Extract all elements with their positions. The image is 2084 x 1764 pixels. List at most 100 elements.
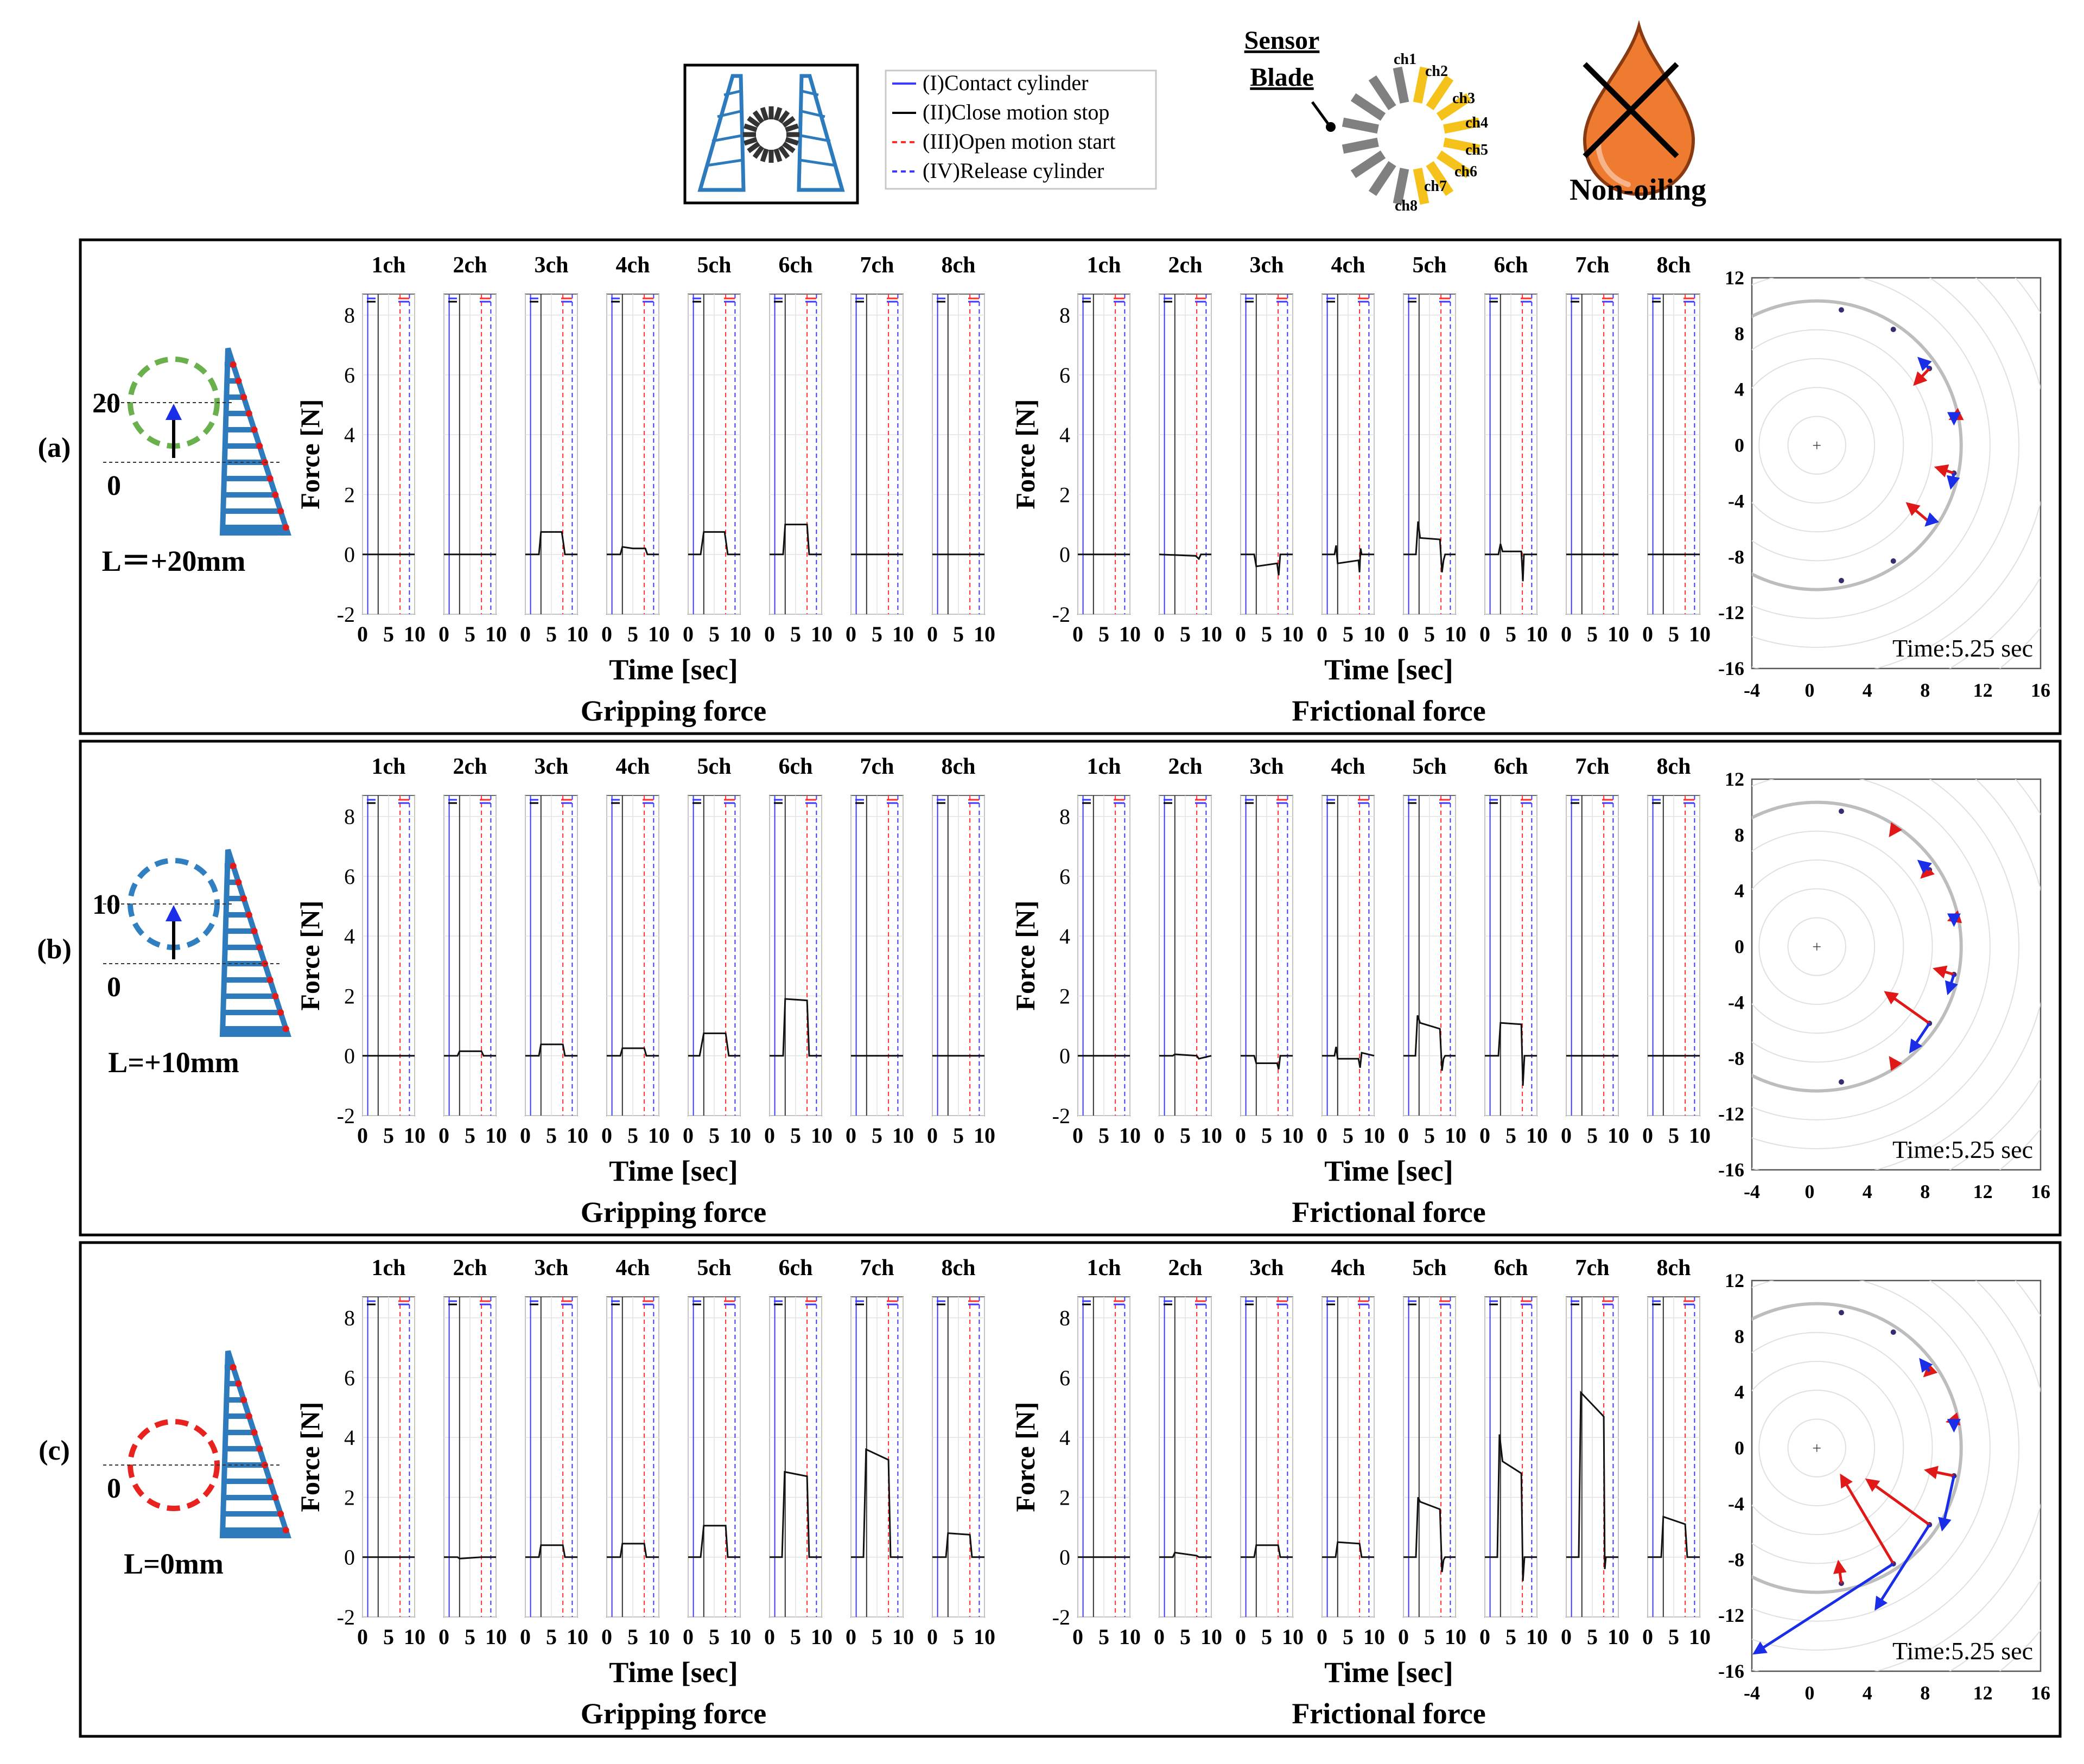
finger-sensor-dot: [235, 1380, 242, 1387]
series-line-3ch: [1241, 553, 1293, 576]
channel-title: 5ch: [1413, 253, 1447, 278]
channel-title: 6ch: [779, 253, 813, 278]
channel-title: 1ch: [372, 754, 406, 779]
finger-sensor-dot: [266, 475, 274, 482]
gripping-subplot-2ch: 2ch 0 5 10: [439, 1256, 507, 1649]
xtick-label: 10: [1200, 622, 1222, 646]
polar-ytick-label: -8: [1728, 546, 1744, 568]
frictional-subplot-6ch: 6ch 0 5 10: [1479, 253, 1548, 646]
gripping-subplot-1ch: 1ch 0 5 10: [357, 1256, 425, 1649]
channel-title: 8ch: [942, 1256, 976, 1281]
frictional-ytick-label: -2: [1052, 602, 1070, 627]
polar-ring: [1752, 278, 2019, 648]
channel-title: 2ch: [1168, 1256, 1203, 1281]
series-line-3ch: [1241, 1544, 1293, 1558]
gripping-subplot-5ch: 5ch 0 5 10: [683, 253, 751, 646]
xtick-label: 5: [465, 1123, 475, 1148]
polar-frame: [1751, 778, 2042, 1171]
gripping-ytick-label: 0: [344, 543, 355, 567]
frictional-subplot-3ch: 3ch 0 5 10: [1235, 1256, 1304, 1649]
xtick-label: 0: [1317, 1123, 1327, 1148]
polar-xtick-label: 8: [1920, 1181, 1930, 1202]
gripping-ytick-label: 0: [344, 1044, 355, 1068]
channel-title: 6ch: [779, 1256, 813, 1281]
xtick-label: 0: [1072, 1625, 1083, 1649]
polar-plot-0: + -4 0 4 8 12 16 -16 -12 -8 -4 0 4 8 12 Time:5.25 sec: [1718, 267, 2050, 701]
xtick-label: 10: [974, 1123, 995, 1148]
xtick-label: 0: [683, 1123, 694, 1148]
legend-label-2: (II)Close motion stop: [923, 100, 1109, 124]
polar-ring: [1752, 859, 1904, 1034]
offset-bottom-label: 0: [107, 470, 121, 501]
polar-time-text: Time:5.25 sec: [1892, 1136, 2033, 1163]
channel-title: 1ch: [372, 1256, 406, 1281]
frictional-subplot-6ch: 6ch 0 5 10: [1479, 754, 1548, 1148]
channel-title: 6ch: [1494, 253, 1528, 278]
gripping-subplot-5ch: 5ch 0 5 10: [683, 1256, 751, 1649]
frictional-force-vector: [1909, 1022, 1931, 1054]
frictional-xlabel: Time [sec]: [1324, 1656, 1453, 1689]
xtick-label: 0: [520, 1625, 531, 1649]
row-frame: [79, 238, 2062, 735]
xtick-label: 10: [1282, 1625, 1304, 1649]
series-line-5ch: [1403, 1496, 1456, 1572]
channel-title: 6ch: [1494, 754, 1528, 779]
polar-ring: [1787, 917, 1846, 976]
xtick-label: 0: [357, 622, 368, 646]
polar-xtick-label: -4: [1744, 1181, 1760, 1202]
xtick-label: 10: [811, 622, 833, 646]
finger-sensor-dot: [277, 508, 284, 514]
series-line-7ch: [1566, 1390, 1618, 1569]
xtick-label: 0: [1561, 1625, 1572, 1649]
xtick-label: 0: [1642, 1625, 1653, 1649]
xtick-label: 10: [729, 622, 751, 646]
offset-top-label: 20: [92, 388, 120, 419]
xtick-label: 0: [439, 622, 449, 646]
series-line-8ch: [1648, 1515, 1700, 1558]
polar-ytick-label: 0: [1734, 1437, 1744, 1459]
xtick-label: 5: [383, 1625, 394, 1649]
xtick-label: 5: [872, 1123, 882, 1148]
sensor-channel-label: ch7: [1424, 178, 1447, 195]
xtick-label: 0: [1561, 622, 1572, 646]
finger-sensor-dot: [256, 944, 263, 951]
finger-sensor-dot: [245, 1413, 252, 1419]
xtick-label: 10: [1282, 1123, 1304, 1148]
frictional-title: Frictional force: [1292, 1697, 1485, 1730]
frictional-subplot-8ch: 8ch 0 5 10: [1642, 253, 1711, 646]
frictional-title: Frictional force: [1292, 695, 1485, 727]
xtick-label: 0: [764, 1123, 775, 1148]
gripping-subplot-4ch: 4ch 0 5 10: [601, 1256, 670, 1649]
xtick-label: 5: [383, 1123, 394, 1148]
channel-title: 3ch: [1250, 754, 1284, 779]
finger-sensor-dot: [251, 426, 258, 433]
gripping-force-vector: [1923, 1466, 1954, 1479]
polar-ytick-label: -4: [1728, 991, 1744, 1013]
xtick-label: 5: [790, 1123, 801, 1148]
finger-outline: [219, 849, 291, 1037]
gripping-force-vector: [1865, 1478, 1930, 1526]
channel-title: 5ch: [1413, 754, 1447, 779]
xtick-label: 0: [1072, 1123, 1083, 1148]
xtick-label: 5: [546, 622, 557, 646]
xtick-label: 5: [872, 1625, 882, 1649]
xtick-label: 5: [1668, 1625, 1679, 1649]
series-line-3ch: [525, 531, 577, 556]
polar-xtick-label: 12: [1973, 1181, 1993, 1202]
polar-ring: [1787, 416, 1846, 475]
offset-length-label: L=+10mm: [108, 1046, 239, 1079]
legend-label-1: (I)Contact cylinder: [923, 71, 1088, 95]
gripping-subplot-5ch: 5ch 0 5 10: [683, 754, 751, 1148]
sensor-spoke: [1368, 75, 1396, 111]
finger-sensor-dot: [282, 1527, 289, 1533]
polar-ytick-label: -12: [1718, 1103, 1744, 1125]
xtick-label: 10: [567, 622, 588, 646]
channel-title: 5ch: [697, 754, 732, 779]
series-line-4ch: [607, 1543, 659, 1558]
xtick-label: 0: [439, 1625, 449, 1649]
xtick-label: 5: [627, 1123, 638, 1148]
xtick-label: 10: [485, 1625, 507, 1649]
xtick-label: 10: [892, 1123, 914, 1148]
grip-ring-spoke: [744, 137, 758, 146]
polar-xtick-label: 4: [1863, 1682, 1872, 1704]
